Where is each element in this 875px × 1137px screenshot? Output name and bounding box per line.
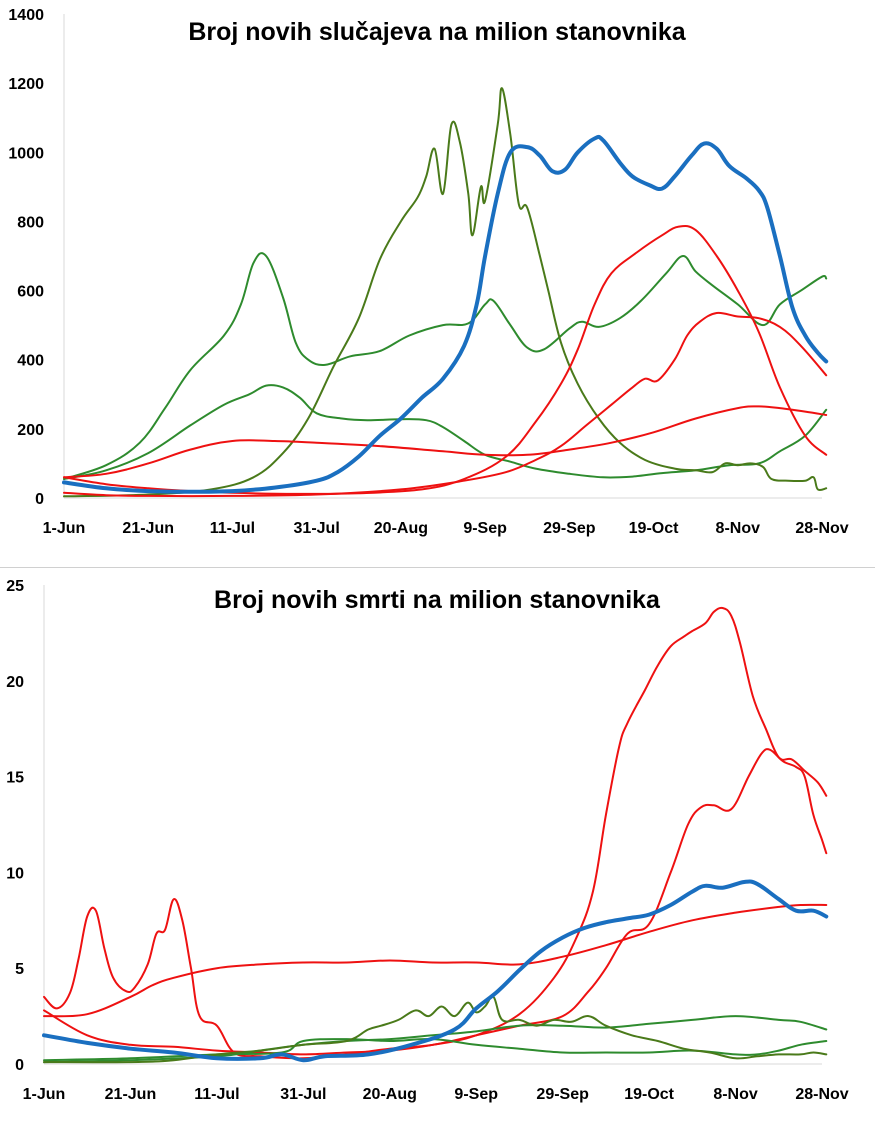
x-tick-label: 20-Aug (374, 520, 428, 537)
x-tick-label: 28-Nov (795, 1086, 848, 1103)
y-tick-label: 0 (15, 1057, 24, 1074)
y-tick-label: 5 (15, 961, 24, 978)
cases-chart: Broj novih slučajeva na milion stanovnik… (8, 7, 848, 537)
x-tick-label: 1-Jun (23, 1086, 66, 1103)
x-tick-label: 29-Sep (543, 520, 596, 537)
y-tick-label: 1400 (8, 7, 44, 24)
chart-title: Broj novih smrti na milion stanovnika (214, 586, 661, 614)
x-tick-label: 21-Jun (105, 1086, 157, 1103)
series-line-1 (62, 134, 829, 494)
y-tick-label: 400 (17, 353, 44, 370)
y-tick-label: 25 (6, 578, 24, 595)
series-line-6 (43, 1037, 828, 1062)
series-line-3 (43, 606, 828, 1060)
cases-chart-panel: Broj novih slučajeva na milion stanovnik… (0, 0, 875, 567)
series-line-4 (43, 748, 828, 1056)
x-tick-label: 20-Aug (363, 1086, 417, 1103)
x-tick-label: 9-Sep (454, 1086, 498, 1103)
x-tick-label: 11-Jul (210, 520, 255, 537)
x-tick-label: 31-Jul (280, 1086, 326, 1103)
series-line-3 (63, 384, 828, 480)
series-line-2 (43, 903, 828, 1018)
y-tick-label: 10 (6, 865, 24, 882)
chart-title: Broj novih slučajeva na milion stanovnik… (188, 18, 686, 46)
y-tick-label: 200 (17, 422, 44, 439)
x-tick-label: 28-Nov (795, 520, 848, 537)
x-tick-label: 29-Sep (536, 1086, 589, 1103)
x-tick-label: 8-Nov (716, 520, 761, 537)
x-tick-label: 31-Jul (294, 520, 340, 537)
x-tick-label: 21-Jun (122, 520, 174, 537)
series-line-5 (63, 405, 828, 479)
deaths-chart: Broj novih smrti na milion stanovnika 0 5 1… (6, 578, 849, 1103)
x-tick-label: 9-Sep (463, 520, 507, 537)
y-tick-label: 1000 (8, 145, 44, 162)
y-tick-label: 0 (35, 491, 44, 508)
x-tick-label: 8-Nov (713, 1086, 758, 1103)
y-tick-label: 1200 (8, 76, 44, 93)
series-line-4 (63, 87, 828, 498)
x-tick-label: 11-Jul (194, 1086, 239, 1103)
y-tick-label: 15 (6, 770, 24, 787)
x-tick-label: 19-Oct (629, 520, 679, 537)
y-tick-label: 800 (17, 214, 44, 231)
deaths-chart-panel: Broj novih smrti na milion stanovnika 0 5 1… (0, 567, 875, 1137)
series-line-7 (63, 311, 828, 498)
x-tick-label: 19-Oct (624, 1086, 674, 1103)
series-line-2 (63, 252, 828, 480)
series-line-1 (42, 879, 829, 1063)
x-tick-label: 1-Jun (43, 520, 86, 537)
y-tick-label: 20 (6, 674, 24, 691)
y-tick-label: 600 (17, 284, 44, 301)
